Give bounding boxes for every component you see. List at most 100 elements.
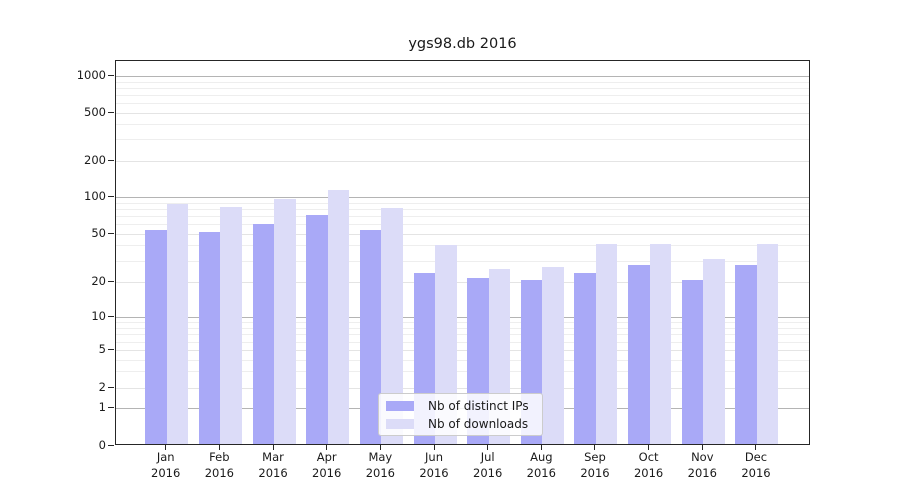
- x-tick-label-jan: Jan 2016: [151, 450, 181, 480]
- y-tick-label: 200: [84, 152, 106, 167]
- y-tick-label: 100: [84, 189, 106, 204]
- gridline-2: [116, 387, 809, 389]
- gridline-minor: [116, 341, 809, 343]
- gridline-minor: [116, 202, 809, 204]
- gridline-10: [116, 316, 809, 318]
- legend-item-downloads: Nb of downloads: [385, 416, 534, 431]
- legend-item-distinct-ips: Nb of distinct IPs: [385, 398, 534, 413]
- y-tick-mark: [108, 196, 114, 198]
- bar-downloads-may: [381, 207, 403, 444]
- bar-downloads-mar: [274, 198, 296, 444]
- gridline-minor: [116, 94, 809, 96]
- x-tick-label-dec: Dec 2016: [741, 450, 771, 480]
- gridline-minor: [116, 371, 809, 373]
- bar-distinct_ips-mar: [252, 223, 275, 444]
- y-tick-mark: [108, 111, 114, 113]
- gridline-minor: [116, 327, 809, 329]
- y-tick-label: 10: [91, 308, 106, 323]
- x-tick-mark: [379, 445, 381, 450]
- bar-distinct_ips-apr: [306, 214, 328, 444]
- y-tick-label: 50: [91, 225, 106, 240]
- bar-downloads-sep: [595, 243, 618, 444]
- bar-distinct_ips-oct: [628, 264, 650, 444]
- gridline-minor: [116, 322, 809, 323]
- x-tick-label-nov: Nov 2016: [687, 450, 717, 480]
- bar-downloads-apr: [327, 190, 350, 444]
- bar-downloads-nov: [703, 259, 725, 444]
- gridline-minor: [116, 139, 809, 141]
- y-tick-mark: [108, 232, 114, 234]
- x-tick-label-jun: Jun 2016: [419, 450, 449, 480]
- bar-distinct_ips-jan: [145, 230, 167, 444]
- x-tick-label-apr: Apr 2016: [312, 450, 342, 480]
- x-tick-mark: [701, 445, 703, 450]
- y-tick-mark: [108, 159, 114, 161]
- gridline-minor: [116, 81, 809, 83]
- bar-downloads-oct: [649, 243, 672, 444]
- gridline-minor: [116, 224, 809, 226]
- x-tick-label-jul: Jul 2016: [473, 450, 503, 480]
- legend-label-distinct-ips: Nb of distinct IPs: [428, 398, 529, 413]
- x-tick-mark: [755, 445, 757, 450]
- gridline-500: [116, 112, 809, 114]
- gridline-minor: [116, 359, 809, 361]
- y-tick-mark: [108, 315, 114, 317]
- gridline-minor: [116, 216, 809, 218]
- y-tick-label: 0: [98, 437, 106, 452]
- bar-downloads-aug: [542, 266, 564, 444]
- gridline-1000: [116, 76, 809, 78]
- bar-downloads-feb: [220, 206, 242, 444]
- x-tick-mark: [272, 445, 274, 450]
- y-tick-mark: [108, 280, 114, 282]
- y-tick-mark: [108, 444, 114, 446]
- gridline-50: [116, 233, 809, 235]
- y-tick-label: 20: [91, 273, 106, 288]
- gridline-minor: [116, 124, 809, 126]
- x-tick-mark: [326, 445, 328, 450]
- legend-swatch-downloads-icon: [386, 418, 414, 429]
- gridline-minor: [116, 208, 809, 210]
- bar-distinct_ips-dec: [735, 264, 757, 444]
- x-tick-label-mar: Mar 2016: [258, 450, 288, 480]
- y-tick-label: 2: [98, 379, 106, 394]
- x-tick-mark: [218, 445, 220, 450]
- legend-swatch-distinct-ips-icon: [386, 400, 414, 411]
- gridline-minor: [116, 245, 809, 247]
- gridline-minor: [116, 103, 809, 105]
- x-tick-label-sep: Sep 2016: [580, 450, 610, 480]
- legend: Nb of distinct IPs Nb of downloads: [378, 393, 543, 436]
- gridline-minor: [116, 87, 809, 89]
- y-tick-mark: [108, 349, 114, 351]
- y-tick-mark: [108, 406, 114, 408]
- x-tick-mark: [487, 445, 489, 450]
- x-tick-label-feb: Feb 2016: [204, 450, 234, 480]
- bar-distinct_ips-nov: [681, 280, 704, 444]
- x-tick-mark: [594, 445, 596, 450]
- bar-distinct_ips-may: [359, 230, 382, 444]
- gridline-minor: [116, 334, 809, 336]
- y-tick-label: 1000: [76, 68, 106, 83]
- gridline-5: [116, 350, 809, 352]
- y-tick-label: 500: [84, 104, 106, 119]
- gridline-minor: [116, 260, 809, 262]
- y-tick-mark: [108, 386, 114, 388]
- gridline-20: [116, 281, 809, 283]
- y-tick-mark: [108, 75, 114, 77]
- bar-distinct_ips-feb: [198, 232, 221, 444]
- bar-downloads-jan: [166, 204, 189, 444]
- legend-label-downloads: Nb of downloads: [428, 416, 529, 431]
- x-tick-mark: [165, 445, 167, 450]
- gridline-100: [116, 197, 809, 199]
- x-tick-mark: [648, 445, 650, 450]
- x-tick-mark: [433, 445, 435, 450]
- x-tick-label-may: May 2016: [365, 450, 395, 480]
- chart-title: ygs98.db 2016: [408, 36, 517, 52]
- x-tick-label-aug: Aug 2016: [526, 450, 556, 480]
- bar-downloads-dec: [756, 243, 779, 444]
- plot-area: Nb of distinct IPs Nb of downloads: [115, 60, 810, 445]
- gridline-200: [116, 160, 809, 162]
- y-tick-label: 1: [98, 399, 106, 414]
- bar-distinct_ips-sep: [574, 272, 596, 444]
- y-tick-label: 5: [98, 342, 106, 357]
